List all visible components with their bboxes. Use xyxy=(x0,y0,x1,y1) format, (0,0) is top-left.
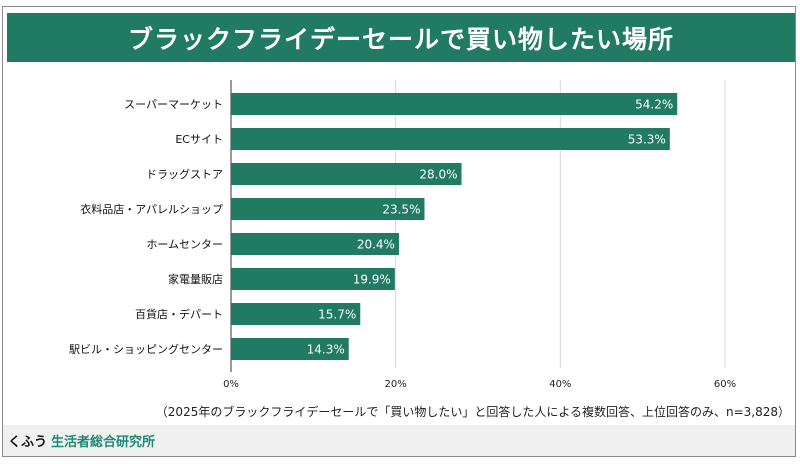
category-label: 衣料品店・アパレルショップ xyxy=(80,202,223,216)
value-label: 28.0% xyxy=(419,168,457,182)
bar xyxy=(231,338,349,360)
bar xyxy=(231,163,462,185)
bar xyxy=(231,233,399,255)
chart-frame xyxy=(2,6,796,457)
category-label: 百貨店・デパート xyxy=(135,307,223,321)
value-label: 19.9% xyxy=(353,273,391,287)
bar xyxy=(231,128,670,150)
value-label: 20.4% xyxy=(357,238,395,252)
value-label: 15.7% xyxy=(318,308,356,322)
category-label: ドラッグストア xyxy=(146,167,223,181)
value-label: 54.2% xyxy=(635,98,673,112)
value-label: 14.3% xyxy=(307,343,345,357)
footnote: （2025年のブラックフライデーセールで「買い物したい」と回答した人による複数回… xyxy=(155,405,790,419)
value-label: 53.3% xyxy=(628,133,666,147)
brand-logo-text: くふう xyxy=(8,435,48,450)
value-label: 23.5% xyxy=(382,203,420,217)
bar xyxy=(231,303,361,325)
category-label: スーパーマーケット xyxy=(124,98,223,111)
bar xyxy=(231,268,395,290)
category-label: 駅ビル・ショッピングセンター xyxy=(69,342,223,356)
org-name: 生活者総合研究所 xyxy=(51,435,156,450)
footer: くふう 生活者総合研究所 xyxy=(3,425,795,456)
tick-label: 0% xyxy=(223,379,239,390)
bar xyxy=(231,93,678,115)
category-label: ECサイト xyxy=(175,133,223,146)
category-label: 家電量販店 xyxy=(168,272,223,286)
tick-label: 60% xyxy=(714,379,736,390)
category-label: ホームセンター xyxy=(146,238,223,251)
chart-title: ブラックフライデーセールで買い物したい場所 xyxy=(7,13,795,62)
tick-label: 20% xyxy=(385,379,407,390)
tick-label: 40% xyxy=(549,379,571,390)
bar xyxy=(231,198,425,220)
